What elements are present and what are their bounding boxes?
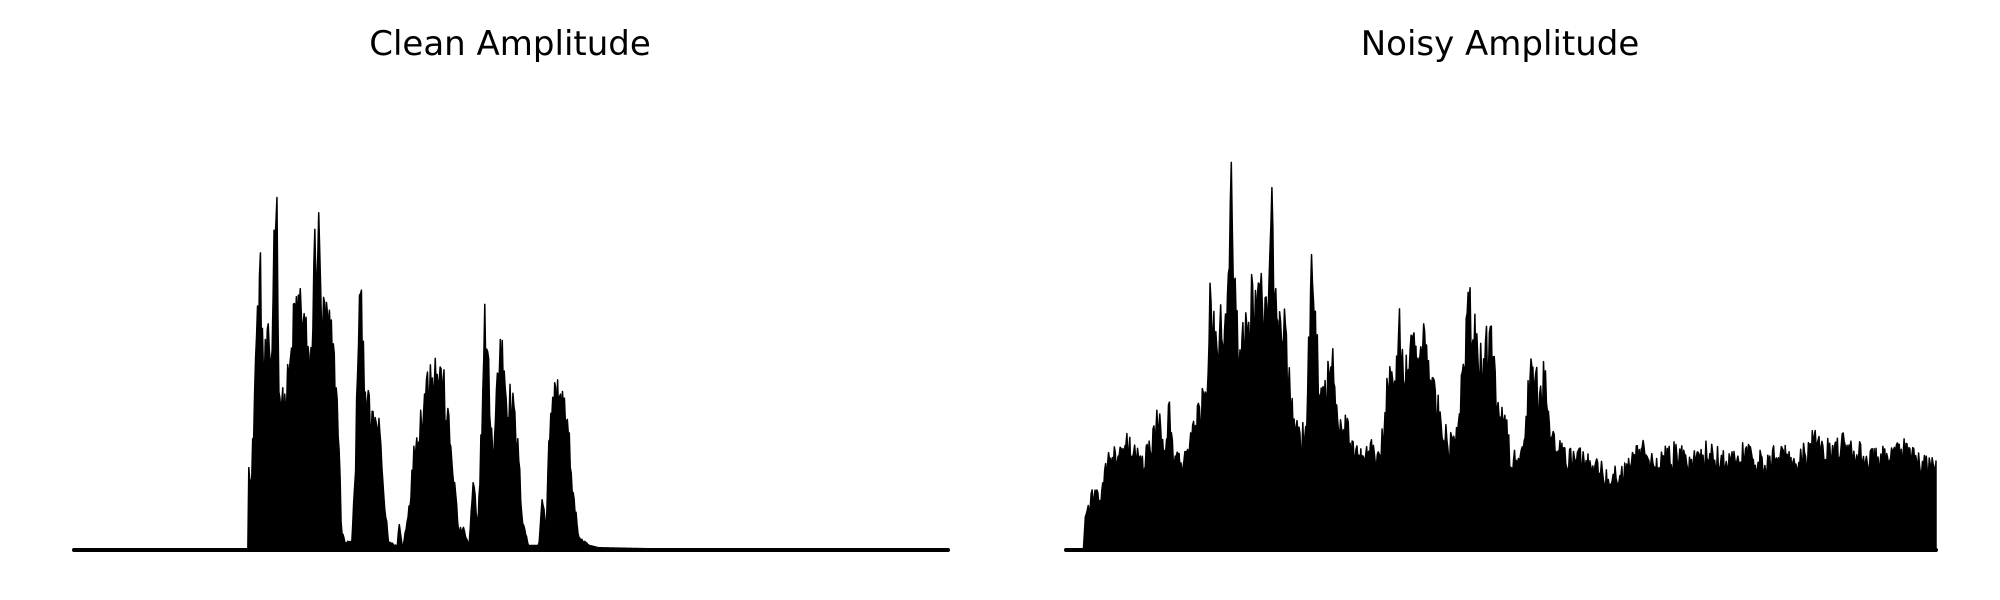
chart-title: Noisy Amplitude (1360, 24, 1640, 64)
amplitude-waveform-clean (73, 196, 949, 551)
amplitude-waveform-noisy (1065, 161, 1937, 551)
chart-title: Clean Amplitude (369, 24, 651, 64)
chart-plot-noisy (1064, 161, 1938, 552)
chart-plot-clean (72, 196, 950, 552)
chart-panel-noisy: Noisy Amplitude (1000, 0, 2000, 600)
chart-panel-clean: Clean Amplitude (72, 24, 950, 552)
